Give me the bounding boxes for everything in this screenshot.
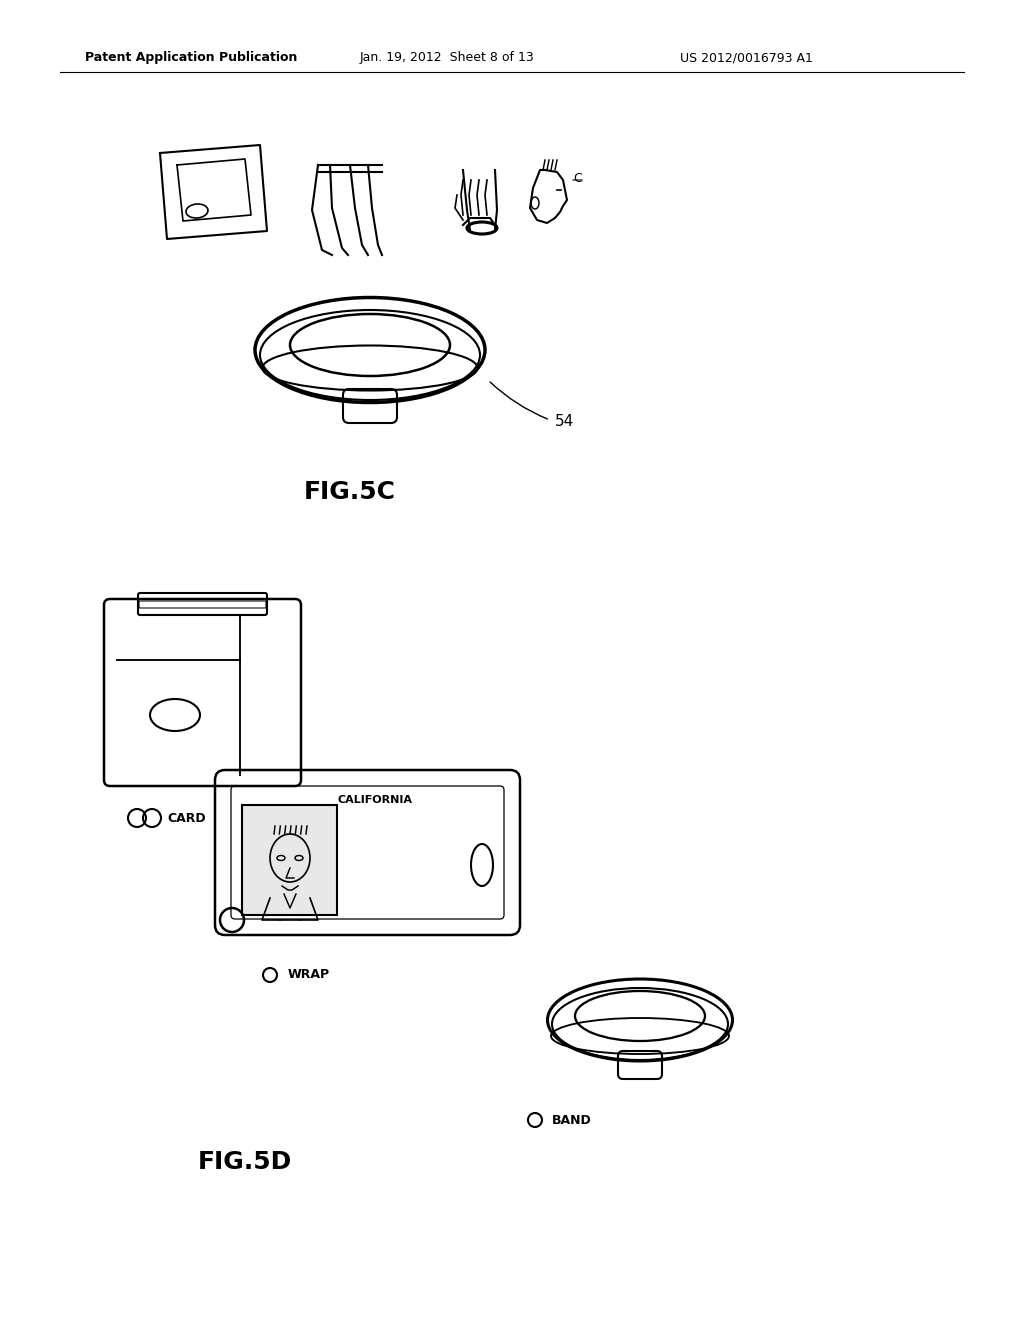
Text: Jan. 19, 2012  Sheet 8 of 13: Jan. 19, 2012 Sheet 8 of 13	[360, 51, 535, 65]
FancyBboxPatch shape	[242, 805, 337, 915]
Text: CALIFORNIA: CALIFORNIA	[338, 795, 413, 805]
Text: US 2012/0016793 A1: US 2012/0016793 A1	[680, 51, 813, 65]
Text: WRAP: WRAP	[288, 969, 330, 982]
Text: C: C	[573, 172, 582, 185]
Text: FIG.5D: FIG.5D	[198, 1150, 292, 1173]
Text: 54: 54	[555, 414, 574, 429]
Text: Patent Application Publication: Patent Application Publication	[85, 51, 297, 65]
Text: FIG.5C: FIG.5C	[304, 480, 396, 504]
Text: CARD: CARD	[167, 812, 206, 825]
Text: BAND: BAND	[552, 1114, 592, 1126]
